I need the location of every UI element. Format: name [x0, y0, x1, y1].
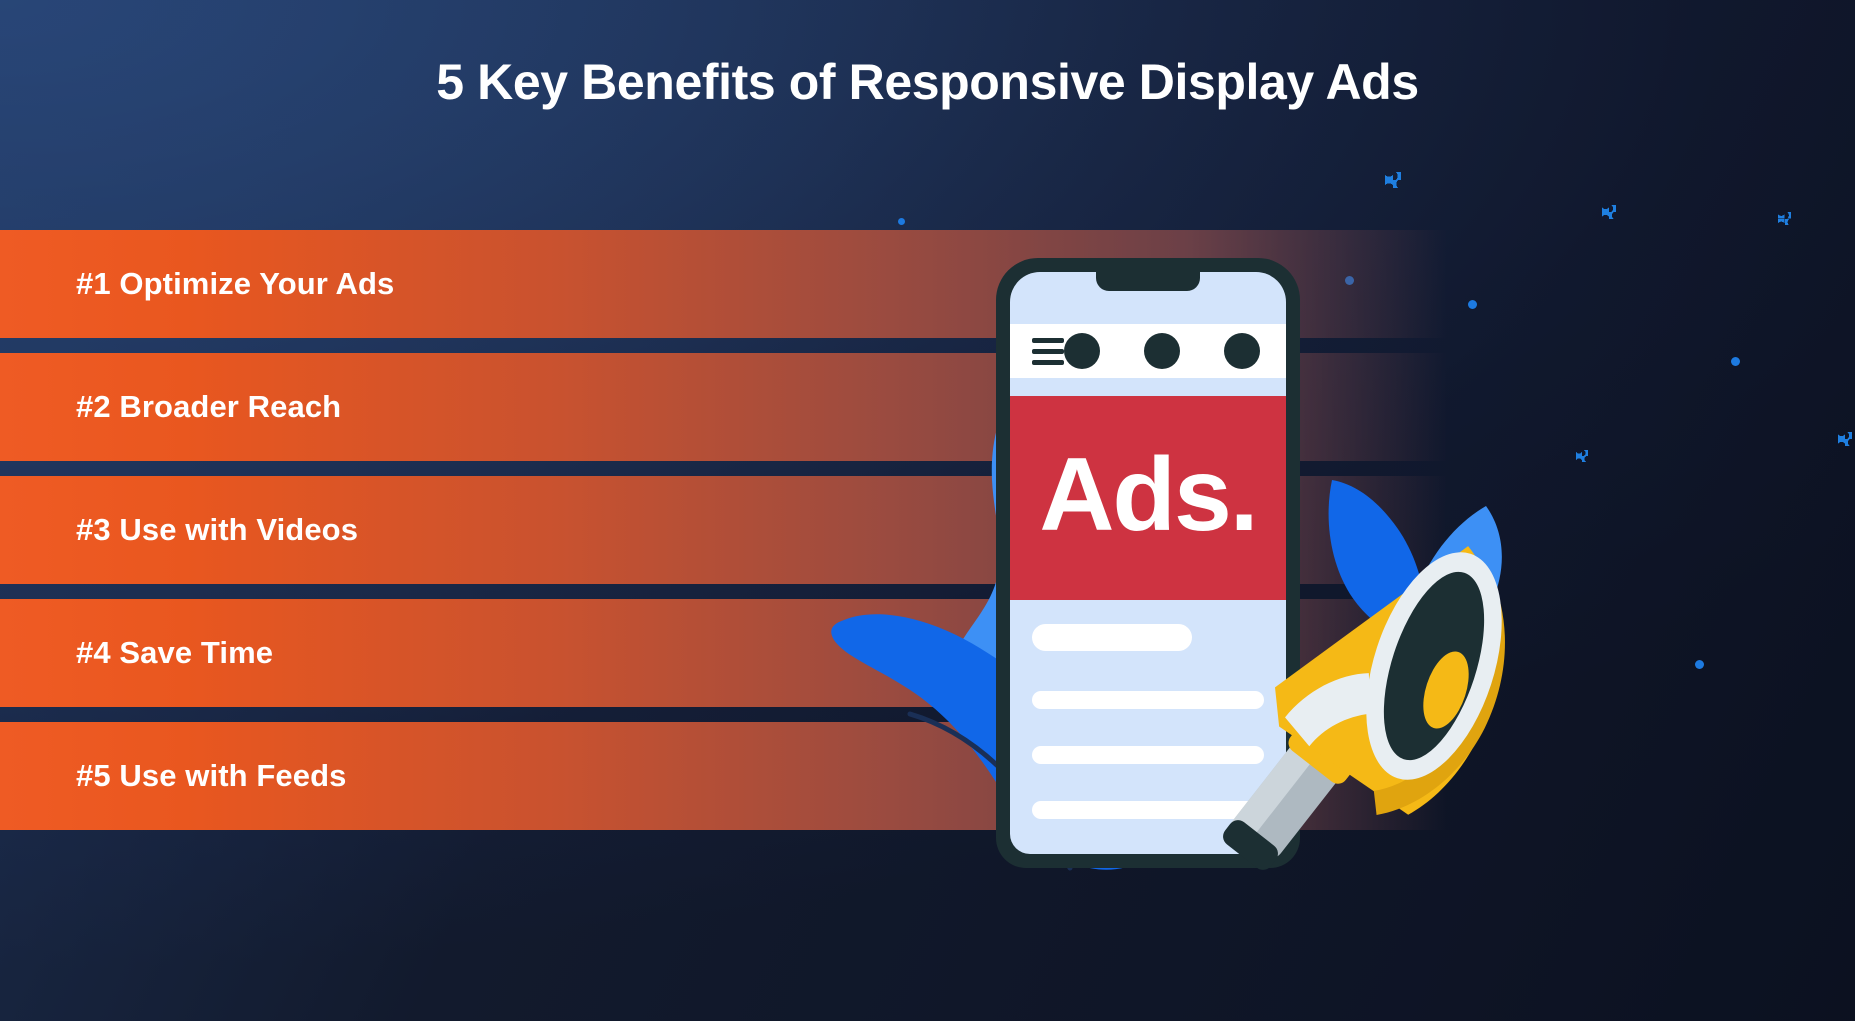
benefit-label-5: #5 Use with Feeds — [76, 758, 347, 793]
benefit-bar-2: #2 Broader Reach — [0, 353, 1855, 461]
benefit-label-2: #2 Broader Reach — [76, 389, 342, 424]
ads-banner-card: Ads. — [1010, 396, 1286, 600]
benefit-label-4: #4 Save Time — [76, 635, 274, 670]
phone-screen: Ads. — [1010, 272, 1286, 854]
phone-navbar — [1010, 324, 1286, 378]
page-title: 5 Key Benefits of Responsive Display Ads — [436, 54, 1419, 110]
ads-banner-text: Ads. — [1039, 437, 1258, 553]
content-line — [1032, 801, 1264, 819]
benefit-label-1: #1 Optimize Your Ads — [76, 266, 395, 301]
phone-notch — [1096, 272, 1200, 291]
nav-circle-2-icon[interactable] — [1144, 333, 1180, 369]
phone-mockup: Ads. — [996, 258, 1300, 868]
sparkle-icon — [1778, 212, 1791, 225]
nav-circle-1-icon[interactable] — [1064, 333, 1100, 369]
content-line — [1032, 691, 1264, 709]
megaphone-icon — [1223, 546, 1505, 870]
sparkle-icon — [1385, 172, 1401, 188]
sparkle-icon — [1602, 205, 1616, 219]
dot-icon — [898, 218, 905, 225]
nav-circle-3-icon[interactable] — [1224, 333, 1260, 369]
benefit-bar-3: #3 Use with Videos — [0, 476, 1855, 584]
benefit-label-3: #3 Use with Videos — [76, 512, 359, 547]
content-line — [1032, 746, 1264, 764]
content-pill — [1032, 624, 1192, 651]
phone-content-placeholder — [1010, 624, 1286, 854]
benefit-bar-1: #1 Optimize Your Ads — [0, 230, 1855, 338]
hamburger-menu-icon[interactable] — [1032, 337, 1064, 365]
phone-nav-dots — [1064, 333, 1264, 369]
benefit-bar-5: #5 Use with Feeds — [0, 722, 1855, 830]
